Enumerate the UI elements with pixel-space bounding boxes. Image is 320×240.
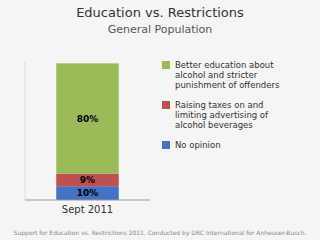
legend-label-line: alcohol and stricter bbox=[175, 70, 258, 80]
bar-segment bbox=[56, 186, 119, 200]
data-label: 10% bbox=[77, 188, 99, 198]
legend-label-line: alcohol beverages bbox=[175, 120, 253, 130]
x-axis bbox=[25, 200, 150, 201]
subtitle: General Population bbox=[108, 23, 213, 36]
legend-label: Raising taxes on andlimiting advertising… bbox=[175, 100, 269, 130]
y-axis bbox=[25, 62, 26, 200]
legend-swatch bbox=[162, 61, 170, 69]
data-label: 9% bbox=[80, 175, 95, 185]
bars bbox=[56, 63, 119, 200]
x-tick-label: Sept 2011 bbox=[62, 204, 113, 215]
title: Education vs. Restrictions bbox=[76, 5, 244, 20]
data-label: 80% bbox=[77, 114, 99, 124]
legend-label: No opinion bbox=[175, 140, 221, 150]
legend: Better education aboutalcohol and strict… bbox=[162, 60, 280, 150]
legend-label-line: punishment of offenders bbox=[175, 80, 280, 90]
legend-label-line: Raising taxes on and bbox=[175, 100, 264, 110]
legend-label-line: limiting advertising of bbox=[175, 110, 269, 120]
data-labels: 10% 9% 80% bbox=[77, 114, 99, 199]
legend-label-line: Better education about bbox=[175, 60, 274, 70]
legend-swatch bbox=[162, 101, 170, 109]
legend-label: Better education aboutalcohol and strict… bbox=[175, 60, 280, 90]
legend-swatch bbox=[162, 141, 170, 149]
bar-segment bbox=[56, 63, 119, 173]
footnote: Support for Education vs. Restrictions 2… bbox=[14, 229, 307, 237]
legend-label-line: No opinion bbox=[175, 140, 221, 150]
bar-segment bbox=[56, 174, 119, 186]
